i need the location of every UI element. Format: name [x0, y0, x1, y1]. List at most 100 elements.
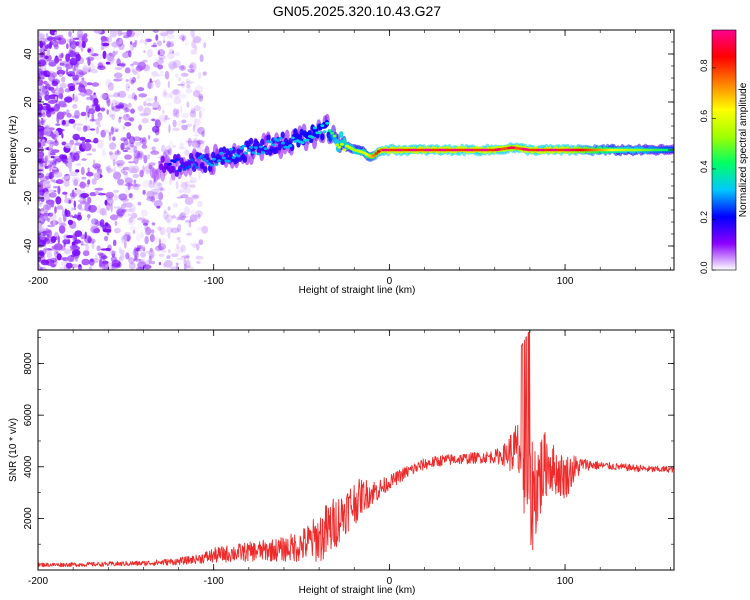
noise-blob — [121, 203, 126, 209]
noise-blob — [72, 176, 81, 184]
noise-blob — [147, 154, 151, 160]
noise-blob — [74, 214, 78, 219]
noise-blob — [155, 74, 164, 77]
noise-blob — [38, 251, 45, 256]
noise-blob — [77, 33, 85, 37]
noise-blob — [67, 219, 73, 225]
noise-blob — [163, 117, 171, 120]
noise-blob — [153, 179, 156, 185]
noise-blob — [173, 113, 178, 117]
ridge-core — [244, 151, 248, 155]
noise-blob — [156, 182, 163, 187]
ridge-core — [175, 158, 180, 162]
noise-blob — [55, 196, 62, 205]
noise-blob — [54, 206, 57, 214]
noise-blob — [111, 260, 118, 264]
noise-blob — [38, 34, 45, 39]
noise-blob — [85, 244, 90, 251]
noise-blob — [101, 148, 107, 158]
noise-blob — [170, 227, 180, 234]
noise-blob — [126, 113, 129, 118]
ridge-core — [312, 126, 317, 130]
noise-blob — [56, 251, 59, 255]
noise-blob — [101, 40, 104, 46]
noise-blob — [189, 60, 193, 66]
noise-blob — [196, 226, 203, 231]
noise-blob — [38, 94, 42, 103]
noise-blob — [81, 41, 86, 49]
noise-blob — [55, 158, 63, 163]
noise-blob — [39, 53, 45, 58]
noise-blob — [65, 235, 74, 239]
ridge-band — [160, 155, 165, 163]
noise-blob — [127, 216, 136, 226]
noise-blob — [82, 65, 88, 74]
noise-blob — [118, 256, 122, 262]
noise-blob — [111, 267, 116, 270]
noise-blob — [184, 149, 190, 156]
noise-blob — [116, 149, 120, 154]
noise-blob — [201, 131, 205, 137]
ridge-core — [271, 143, 276, 147]
noise-blob — [111, 103, 114, 111]
noise-blob — [117, 30, 123, 37]
noise-blob — [164, 70, 170, 80]
noise-blob — [193, 134, 199, 137]
noise-blob — [137, 61, 147, 71]
noise-blob — [93, 98, 99, 106]
noise-blob — [198, 93, 204, 102]
noise-blob — [195, 140, 204, 149]
noise-blob — [77, 203, 83, 210]
noise-blob — [52, 220, 56, 226]
noise-blob — [139, 169, 144, 178]
noise-blob — [172, 59, 181, 69]
noise-blob — [158, 253, 165, 257]
noise-blob — [188, 64, 194, 69]
noise-blob — [83, 142, 92, 152]
noise-blob — [185, 265, 192, 269]
noise-blob — [122, 113, 131, 121]
noise-blob — [192, 33, 195, 42]
noise-blob — [130, 108, 135, 114]
noise-blob — [88, 265, 93, 270]
noise-blob — [67, 238, 71, 245]
noise-blob — [119, 38, 123, 45]
noise-blob — [124, 154, 132, 160]
noise-blob — [44, 44, 50, 49]
noise-blob — [56, 253, 62, 261]
noise-blob — [185, 87, 192, 94]
noise-blob — [168, 124, 171, 134]
noise-blob — [175, 262, 179, 270]
snr-x-label: Height of straight line (km) — [299, 585, 416, 596]
x-tick-label: 100 — [557, 276, 574, 287]
noise-blob — [39, 151, 45, 158]
noise-blob — [51, 80, 59, 87]
noise-blob — [156, 205, 161, 209]
noise-blob — [177, 214, 185, 221]
noise-blob — [67, 156, 72, 164]
noise-blob — [99, 191, 102, 196]
ridge-core — [320, 124, 325, 127]
noise-blob — [140, 251, 147, 258]
noise-blob — [143, 50, 146, 53]
noise-blob — [115, 104, 124, 109]
noise-blob — [143, 222, 148, 226]
noise-blob — [53, 171, 63, 178]
noise-blob — [38, 257, 42, 262]
snr-series-line — [38, 330, 674, 568]
noise-blob — [46, 233, 50, 238]
noise-blob — [91, 113, 95, 121]
noise-blob — [105, 247, 111, 252]
noise-blob — [128, 217, 133, 224]
colorbar-tick-label: 0.6 — [699, 110, 709, 123]
noise-blob — [180, 182, 188, 190]
noise-blob — [92, 163, 101, 169]
noise-blob — [43, 80, 48, 85]
noise-blob — [155, 245, 163, 252]
noise-blob — [39, 91, 43, 97]
noise-blob — [61, 76, 66, 83]
noise-blob — [150, 80, 153, 84]
noise-blob — [65, 262, 73, 269]
noise-blob — [154, 128, 160, 136]
noise-blob — [80, 166, 85, 176]
